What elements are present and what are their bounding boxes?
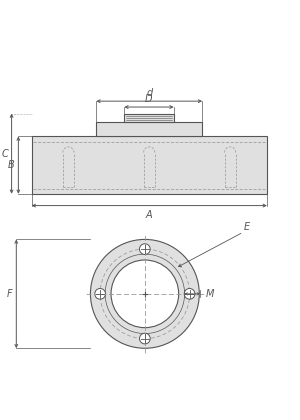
Circle shape	[140, 244, 150, 255]
FancyBboxPatch shape	[96, 122, 202, 136]
FancyBboxPatch shape	[124, 113, 174, 122]
Circle shape	[90, 239, 199, 348]
Text: F: F	[7, 289, 13, 299]
FancyBboxPatch shape	[32, 136, 267, 194]
Text: A: A	[146, 210, 153, 220]
Circle shape	[95, 289, 106, 299]
Circle shape	[140, 333, 150, 344]
Circle shape	[111, 260, 179, 328]
Text: M: M	[206, 289, 214, 299]
Text: D: D	[145, 94, 153, 104]
Text: d: d	[146, 88, 152, 97]
Text: E: E	[243, 222, 250, 232]
Text: B: B	[8, 160, 15, 170]
Text: C: C	[1, 149, 8, 159]
Circle shape	[184, 289, 195, 299]
